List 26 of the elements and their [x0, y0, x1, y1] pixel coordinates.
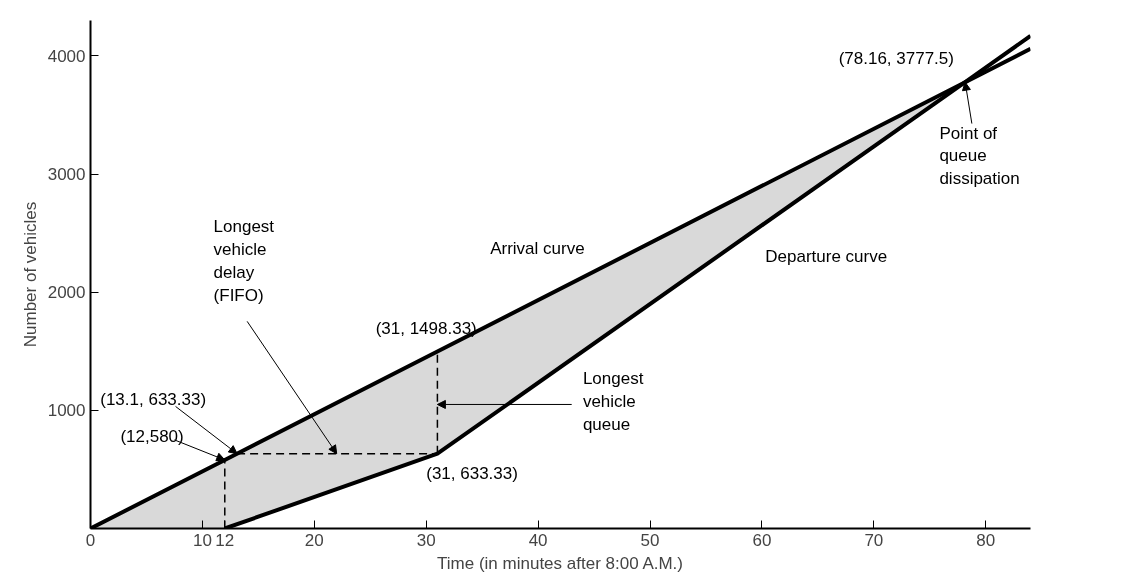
x-tick-label: 30: [416, 530, 436, 550]
series-label: Arrival curve: [490, 239, 585, 259]
x-tick-label: 70: [864, 530, 884, 550]
x-tick-label: 60: [752, 530, 772, 550]
annotation: (31, 633.33): [426, 464, 518, 484]
x-tick-label: 10: [192, 530, 212, 550]
annotation: (13.1, 633.33): [100, 389, 207, 409]
annotation: (31, 1498.33): [375, 319, 477, 339]
annotation: Longest vehicle delay (FIFO): [213, 217, 275, 305]
y-tick-label: 2000: [47, 283, 86, 303]
x-tick-label: 20: [304, 530, 324, 550]
y-tick-label: 4000: [47, 46, 86, 66]
annotation: Longest vehicle queue: [582, 369, 644, 434]
annotation: (12,580): [120, 426, 184, 446]
y-tick-label: 3000: [47, 165, 86, 185]
x-tick-label: 80: [976, 530, 996, 550]
x-axis-title: Time (in minutes after 8:00 A.M.): [437, 553, 684, 573]
y-axis-title: Number of vehicles: [20, 201, 40, 348]
x-tick-label: 12: [215, 530, 235, 550]
annotation: (78.16, 3777.5): [838, 49, 954, 69]
x-tick-label: 40: [528, 530, 548, 550]
annotation: Point of queue dissipation: [939, 123, 1020, 189]
series-label: Departure curve: [765, 247, 888, 267]
x-tick-label: 0: [85, 530, 96, 550]
y-tick-label: 1000: [47, 401, 86, 421]
x-tick-label: 50: [640, 530, 660, 550]
